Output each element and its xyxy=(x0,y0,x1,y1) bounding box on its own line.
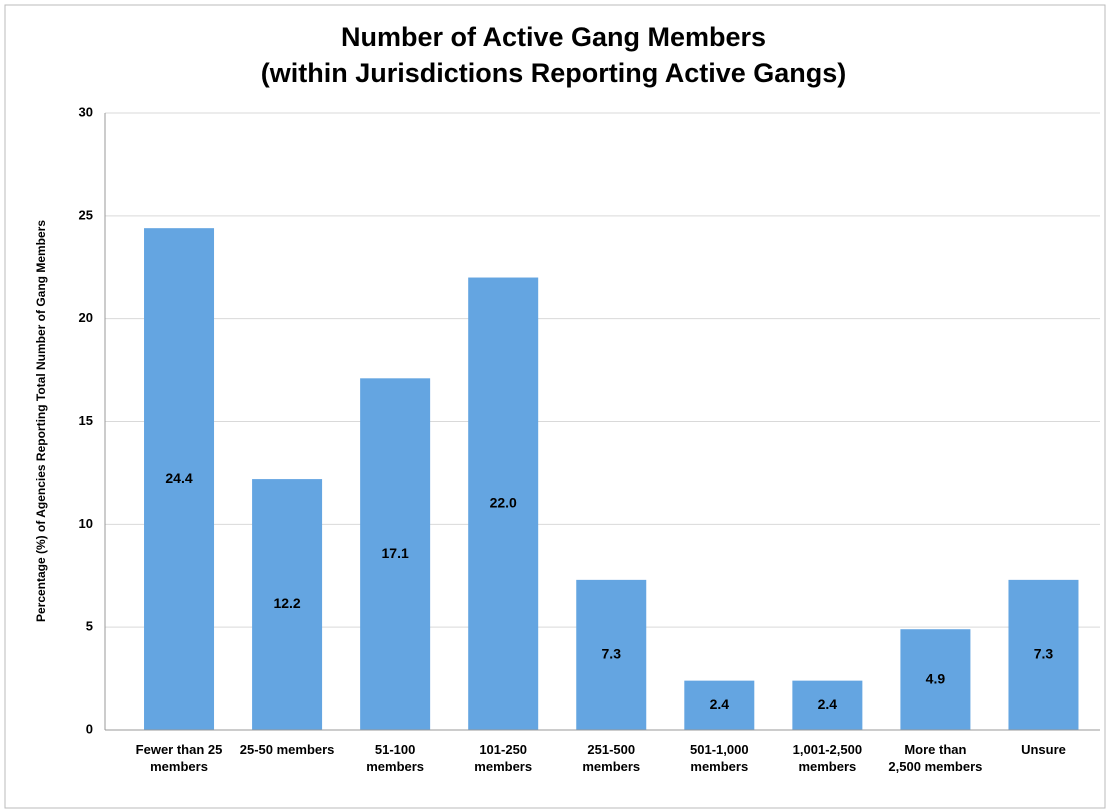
y-tick-label: 20 xyxy=(79,310,93,325)
y-tick-label: 15 xyxy=(79,413,93,428)
chart-title: Number of Active Gang Members xyxy=(340,22,767,52)
bar xyxy=(144,228,215,730)
x-tick-label: 101-250 members xyxy=(474,742,533,774)
data-label: 24.4 xyxy=(165,470,192,486)
y-tick-label: 10 xyxy=(79,516,93,531)
y-tick-label: 5 xyxy=(86,619,93,634)
x-tick-label: 1,001-2,500 members xyxy=(792,742,863,774)
bar xyxy=(360,378,431,730)
x-tick-label: 501-1,000 members xyxy=(690,742,749,774)
x-tick-label: 25-50 members xyxy=(239,742,335,757)
bar xyxy=(684,680,755,730)
data-label: 4.9 xyxy=(926,670,946,686)
data-label: 7.3 xyxy=(1034,646,1054,662)
y-tick-label: 25 xyxy=(79,207,93,222)
bar xyxy=(468,277,539,730)
chart-subtitle: (within Jurisdictions Reporting Active G… xyxy=(260,58,847,88)
bar xyxy=(900,629,971,730)
chart-border xyxy=(4,4,1106,809)
data-label: 2.4 xyxy=(818,696,838,712)
data-label: 22.0 xyxy=(490,494,517,510)
data-label: 12.2 xyxy=(273,595,300,611)
y-tick-label: 30 xyxy=(79,104,93,119)
x-tick-label: Unsure xyxy=(1021,742,1066,757)
bar xyxy=(792,680,863,730)
y-tick-label: 0 xyxy=(86,721,93,736)
x-tick-label: 51-100 members xyxy=(366,742,425,774)
bar xyxy=(576,579,647,730)
data-label: 17.1 xyxy=(382,545,409,561)
y-axis-label: Percentage (%) of Agencies Reporting Tot… xyxy=(34,220,48,622)
bar xyxy=(252,479,323,730)
data-label: 2.4 xyxy=(710,696,730,712)
x-tick-label: 251-500 members xyxy=(582,742,641,774)
bar xyxy=(1008,579,1079,730)
x-tick-label: More than 2,500 members xyxy=(888,742,983,774)
x-tick-label: Fewer than 25 members xyxy=(135,742,223,774)
data-label: 7.3 xyxy=(602,646,622,662)
